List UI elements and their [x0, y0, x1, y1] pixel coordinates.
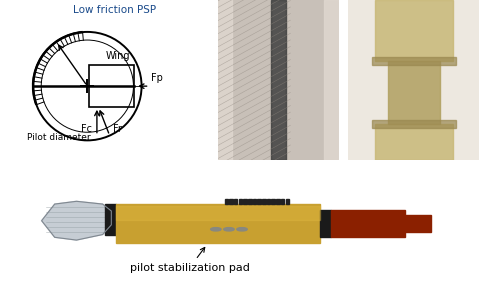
- Bar: [253, 199, 256, 204]
- Bar: [89, 65, 134, 107]
- Bar: [239, 199, 242, 204]
- Bar: [267, 199, 270, 204]
- Text: Fp: Fp: [151, 73, 163, 83]
- Bar: [105, 204, 116, 234]
- Bar: [320, 209, 331, 237]
- Bar: [257, 199, 261, 204]
- Circle shape: [224, 228, 234, 231]
- Polygon shape: [42, 201, 111, 240]
- Bar: [331, 209, 406, 237]
- Bar: [375, 0, 453, 61]
- Text: Low friction PSP: Low friction PSP: [73, 5, 156, 15]
- Bar: [225, 199, 228, 204]
- Bar: [218, 0, 232, 160]
- Bar: [272, 199, 275, 204]
- Bar: [286, 199, 289, 204]
- Bar: [388, 61, 440, 124]
- Text: Wing: Wing: [106, 51, 130, 61]
- Bar: [372, 57, 455, 65]
- Bar: [248, 199, 252, 204]
- Bar: [229, 199, 233, 204]
- Text: Fr: Fr: [113, 124, 122, 135]
- Bar: [372, 119, 455, 128]
- Circle shape: [237, 228, 247, 231]
- Bar: [406, 215, 432, 232]
- Bar: [276, 199, 280, 204]
- Text: Fc: Fc: [81, 124, 92, 135]
- Circle shape: [211, 228, 221, 231]
- Bar: [375, 124, 453, 160]
- Bar: [281, 199, 285, 204]
- Bar: [234, 199, 238, 204]
- Bar: [116, 204, 320, 243]
- Text: pilot stabilization pad: pilot stabilization pad: [130, 247, 250, 272]
- Bar: [262, 199, 266, 204]
- Text: Pilot diameter: Pilot diameter: [27, 133, 91, 142]
- Bar: [324, 0, 339, 160]
- Bar: [116, 206, 320, 220]
- Bar: [271, 0, 286, 160]
- Bar: [243, 199, 247, 204]
